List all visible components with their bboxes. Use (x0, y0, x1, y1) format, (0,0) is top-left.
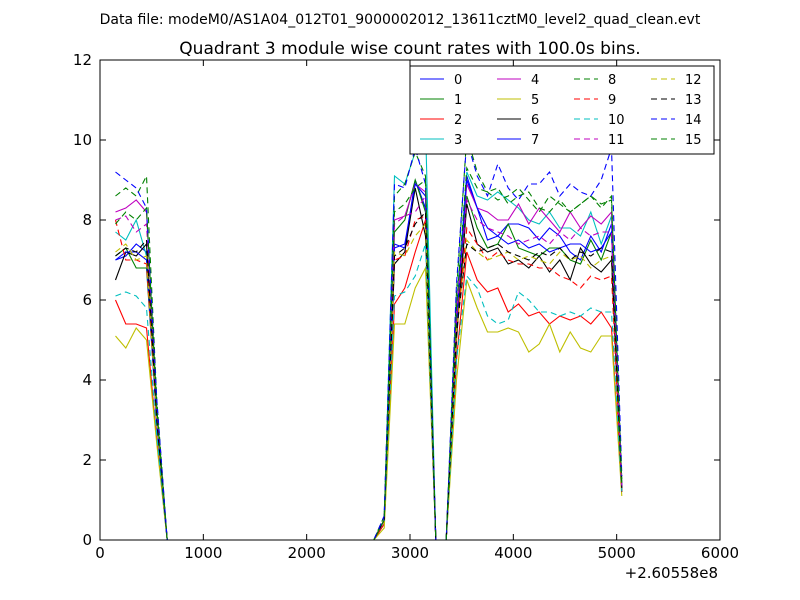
legend-label: 6 (531, 113, 539, 128)
x-tick-label: 4000 (494, 544, 532, 562)
y-tick-label: 2 (82, 451, 92, 469)
series-line-11 (115, 194, 623, 540)
series-line-2 (114, 219, 623, 540)
series-line-15 (115, 166, 623, 540)
legend-label: 12 (685, 73, 702, 88)
series-line-12 (115, 222, 623, 540)
series-line-13 (115, 210, 623, 540)
x-tick-label: 0 (95, 544, 105, 562)
series-line-0 (115, 179, 623, 540)
series-line-14 (115, 139, 623, 540)
legend-label: 14 (685, 113, 702, 128)
legend-label: 2 (454, 113, 462, 128)
series-line-9 (114, 215, 623, 540)
legend-label: 13 (685, 93, 702, 108)
y-tick-label: 10 (73, 131, 92, 149)
x-tick-label: 2000 (288, 544, 326, 562)
y-tick-label: 0 (82, 531, 92, 549)
x-tick-label: 3000 (391, 544, 429, 562)
series-line-10 (115, 243, 623, 540)
x-tick-label: 1000 (184, 544, 222, 562)
legend-label: 4 (531, 73, 539, 88)
legend-label: 10 (608, 113, 625, 128)
y-tick-label: 12 (73, 51, 92, 69)
series-lines (114, 123, 623, 540)
legend-label: 8 (608, 73, 616, 88)
x-offset-label: +2.60558e8 (625, 564, 718, 582)
legend-label: 5 (531, 93, 539, 108)
y-tick-label: 6 (82, 291, 92, 309)
y-tick-label: 4 (82, 371, 92, 389)
chart-title: Quadrant 3 module wise count rates with … (179, 39, 640, 59)
series-line-4 (115, 183, 623, 540)
x-tick-label: 6000 (701, 544, 739, 562)
legend-label: 15 (685, 133, 702, 148)
legend-label: 1 (454, 93, 462, 108)
y-tick-label: 8 (82, 211, 92, 229)
legend-label: 0 (454, 73, 462, 88)
data-file-label: Data file: modeM0/AS1A04_012T01_90000020… (100, 12, 701, 28)
legend-label: 11 (608, 133, 625, 148)
series-line-5 (115, 265, 623, 540)
series-line-7 (115, 175, 623, 540)
legend-label: 7 (531, 133, 539, 148)
legend-label: 3 (454, 133, 462, 148)
series-line-1 (115, 178, 623, 540)
x-tick-label: 5000 (598, 544, 636, 562)
legend-label: 9 (608, 93, 616, 108)
series-line-8 (115, 135, 623, 540)
series-line-3 (115, 123, 623, 540)
series-line-6 (114, 187, 623, 540)
